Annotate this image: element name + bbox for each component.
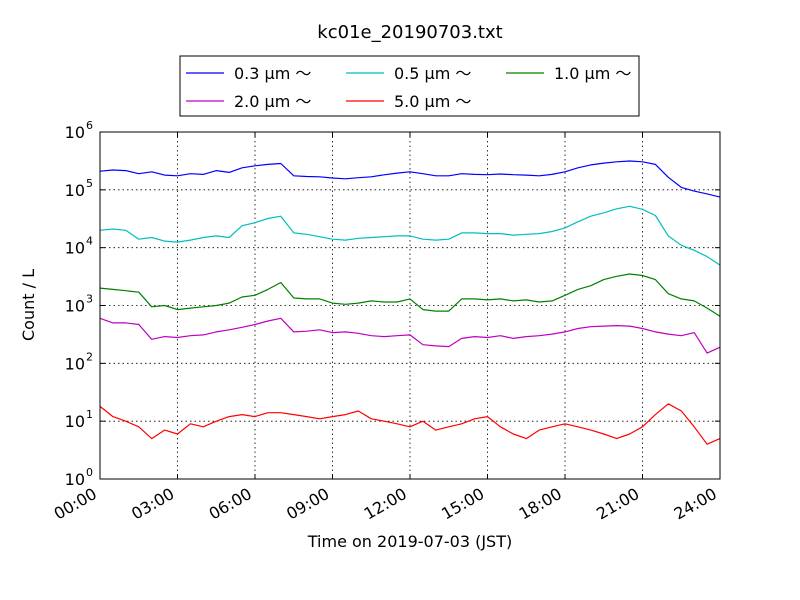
x-tick-label: 12:00: [361, 484, 410, 524]
y-tick-exponent: 1: [86, 408, 93, 421]
x-tick-label: 03:00: [128, 484, 177, 524]
x-axis-label: Time on 2019-07-03 (JST): [307, 532, 512, 551]
x-tick-label: 21:00: [593, 484, 642, 524]
series-line-3: [99, 317, 721, 354]
y-tick-exponent: 5: [86, 177, 93, 190]
legend-label-4: 5.0 μm ～: [394, 92, 471, 111]
y-tick-label: 10: [65, 297, 85, 316]
y-tick-base: 10: [65, 297, 85, 316]
y-tick-base: 10: [65, 354, 85, 373]
y-tick-label: 10: [65, 412, 85, 431]
x-tick-label: 09:00: [283, 484, 332, 524]
y-tick-base: 10: [65, 239, 85, 258]
y-tick-exponent: 3: [86, 293, 93, 306]
series-line-4: [99, 403, 721, 445]
y-tick-label: 10: [65, 470, 85, 489]
legend-label-2: 1.0 μm ～: [554, 64, 631, 83]
legend-label-1: 0.5 μm ～: [394, 64, 471, 83]
x-tick-label: 24:00: [671, 484, 720, 524]
x-tick-label: 18:00: [516, 484, 565, 524]
series-line-1: [99, 205, 721, 266]
y-tick-exponent: 6: [86, 119, 93, 132]
x-tick-label: 15:00: [438, 484, 487, 524]
y-tick-base: 10: [65, 470, 85, 489]
x-tick-label: 00:00: [51, 484, 100, 524]
x-axis: 00:00 03:00 06:00 09:00 12:00 15:00 18:00 21:00…: [51, 132, 721, 524]
y-tick-base: 10: [65, 181, 85, 200]
y-tick-base: 10: [65, 412, 85, 431]
y-tick-base: 10: [65, 123, 85, 142]
chart-title: kc01e_20190703.txt: [317, 22, 502, 43]
y-tick-label: 10: [65, 181, 85, 200]
grid: [100, 132, 720, 479]
y-tick-exponent: 4: [86, 235, 93, 248]
legend-label-3: 2.0 μm ～: [234, 92, 311, 111]
y-tick-exponent: 2: [86, 350, 93, 363]
legend-label-0: 0.3 μm ～: [234, 64, 311, 83]
x-tick-label: 06:00: [206, 484, 255, 524]
series-line-0: [99, 160, 721, 198]
y-axis-label: Count / L: [19, 269, 38, 341]
series-line-2: [99, 273, 721, 317]
y-tick-label: 10: [65, 354, 85, 373]
legend-box: [179, 55, 640, 117]
y-tick-exponent: 0: [86, 466, 93, 479]
y-tick-label: 10: [65, 123, 85, 142]
series-layer: [99, 160, 721, 445]
y-tick-label: 10: [65, 239, 85, 258]
legend: 0.3 μm ～ 0.5 μm ～ 1.0 μm ～ 2.0 μm ～ 5.0 μm ～: [179, 55, 640, 117]
